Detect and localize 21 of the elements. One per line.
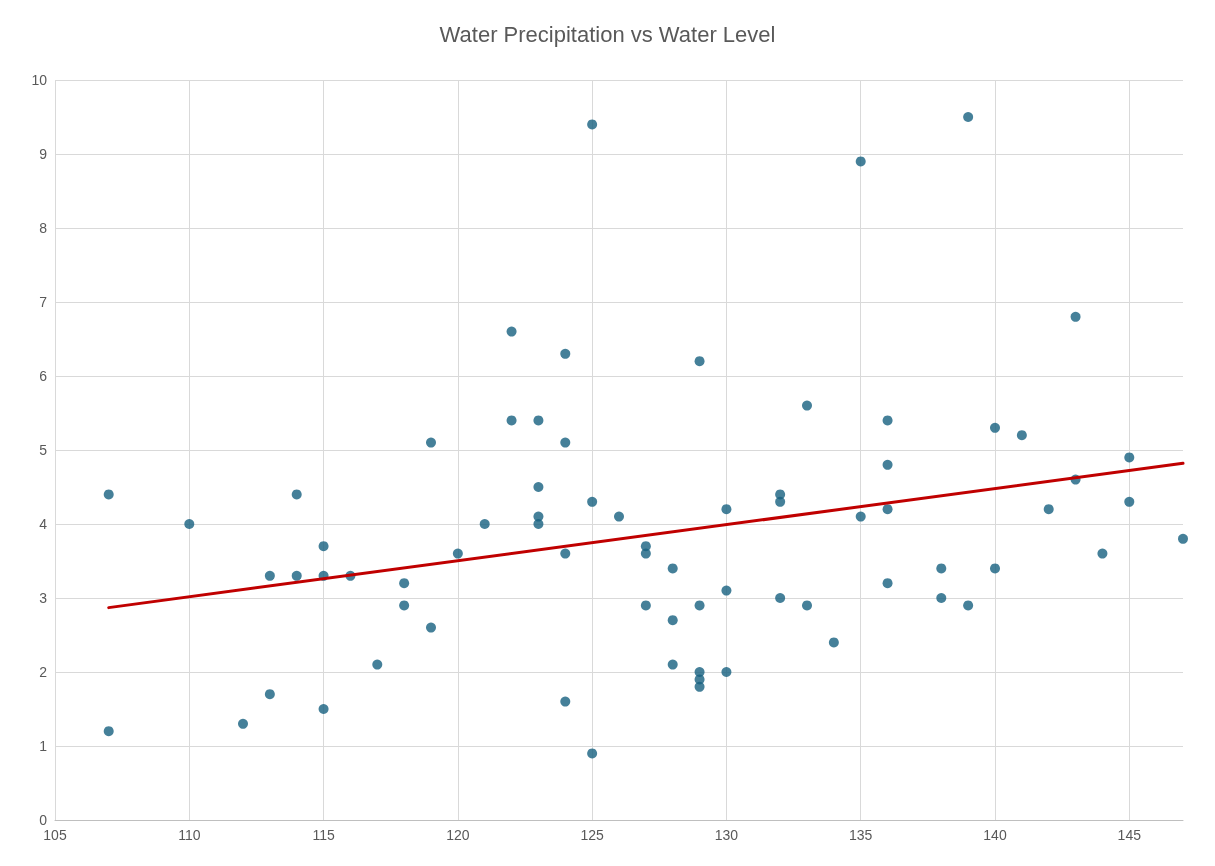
y-tick-label: 10 [31,72,48,88]
y-tick-label: 0 [39,812,48,828]
y-tick-label: 6 [39,368,48,384]
y-tick-label: 2 [39,664,48,680]
x-tick-label: 120 [446,827,470,843]
x-tick-label: 140 [983,827,1007,843]
y-tick-label: 3 [39,590,48,606]
chart-title: Water Precipitation vs Water Level [439,21,776,47]
x-tick-label: 135 [849,827,873,843]
x-tick-label: 110 [178,827,201,843]
y-tick-label: 7 [39,294,48,310]
x-tick-label: 145 [1117,827,1142,843]
x-tick-label: 105 [43,827,67,843]
x-tick-label: 115 [312,827,335,843]
y-tick-label: 4 [39,516,48,532]
y-tick-label: 5 [39,442,48,458]
y-tick-label: 9 [39,146,48,162]
y-tick-label: 1 [39,738,48,754]
x-tick-label: 130 [714,827,739,843]
y-tick-label: 8 [39,220,48,236]
x-tick-label: 125 [580,827,605,843]
